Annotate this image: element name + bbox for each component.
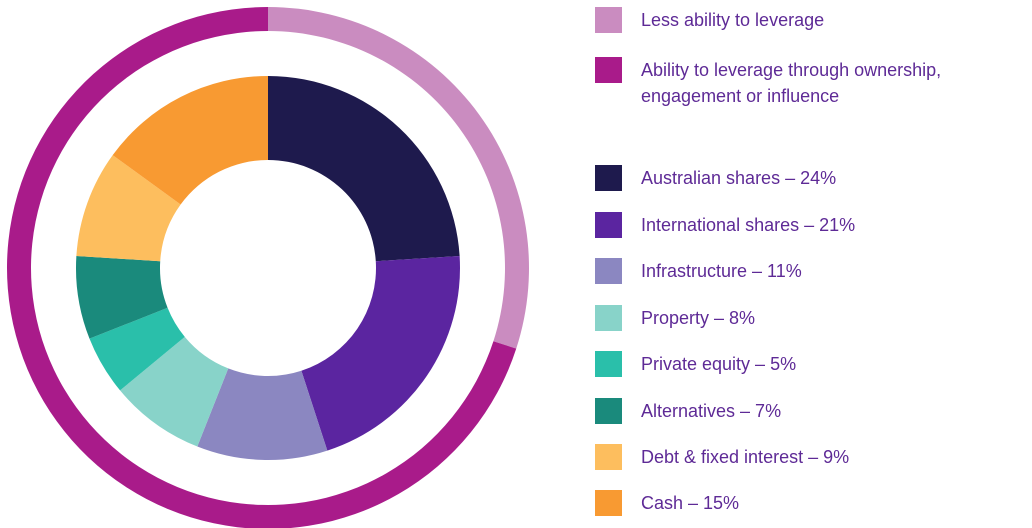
legend-label: Private equity – 5% — [641, 354, 797, 374]
legend-label: Ability to leverage through ownership, e… — [641, 60, 942, 106]
legend-swatch — [595, 305, 622, 331]
legend-label: Alternatives – 7% — [641, 401, 782, 421]
donut-segment — [89, 307, 185, 391]
donut-segment — [75, 255, 168, 339]
legend-swatch — [595, 398, 622, 424]
donut-segment — [112, 76, 269, 205]
legend-label: Cash – 15% — [641, 493, 740, 513]
legend-label: Debt & fixed interest – 9% — [641, 447, 850, 467]
legend-swatch — [595, 444, 622, 470]
donut-segment — [197, 368, 328, 460]
legend-label: International shares – 21% — [641, 215, 856, 235]
donut-segment — [120, 336, 229, 447]
donut-segment — [268, 7, 529, 349]
legend-swatch — [595, 212, 622, 238]
legend-swatch — [595, 7, 622, 33]
legend-swatch — [595, 490, 622, 516]
legend-label: Australian shares – 24% — [641, 168, 837, 188]
legend-label: Infrastructure – 11% — [641, 261, 802, 281]
donut-segment — [301, 255, 460, 451]
legend-swatch — [595, 351, 622, 377]
donut-segment — [76, 155, 181, 262]
legend-swatch — [595, 165, 622, 191]
legend-label: Property – 8% — [641, 308, 756, 328]
legend-label: Less ability to leverage — [641, 10, 825, 30]
legend-swatch — [595, 57, 622, 83]
donut-segment — [268, 76, 460, 262]
legend-swatch — [595, 258, 622, 284]
